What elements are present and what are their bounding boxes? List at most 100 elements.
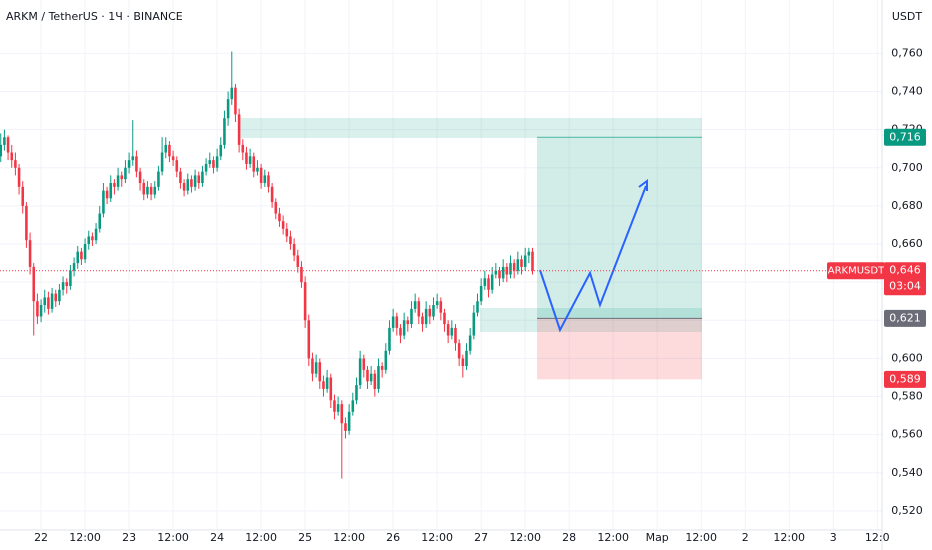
candle-body <box>58 289 61 302</box>
candle-body <box>94 228 98 241</box>
y-tick-label: 0,680 <box>891 199 923 212</box>
candle-body <box>270 186 274 203</box>
candle-body <box>135 156 138 172</box>
candle-body <box>120 175 124 180</box>
candle-body <box>424 308 428 325</box>
candle-body <box>494 270 498 275</box>
candle-body <box>256 167 259 172</box>
candle-body <box>80 251 83 260</box>
candle-body <box>498 270 501 279</box>
candle-body <box>344 423 347 431</box>
candle-body <box>3 137 6 145</box>
candle-body <box>131 156 135 161</box>
candle-body <box>454 327 457 344</box>
candle-body <box>373 373 377 389</box>
candle-body <box>443 312 446 325</box>
stop-badge <box>884 370 926 388</box>
demand-zone <box>480 308 702 332</box>
candle-body <box>245 152 248 164</box>
candle-body <box>138 171 142 184</box>
candle-body <box>432 305 435 317</box>
x-tick-label: 12:0 <box>865 531 890 544</box>
x-tick-label: 27 <box>474 531 488 544</box>
last-price-badge <box>884 262 926 296</box>
target-label: 0,716 <box>889 130 921 143</box>
forecast-path <box>539 185 647 333</box>
candle-body <box>391 316 395 328</box>
candle-body <box>527 251 531 256</box>
candle-body <box>329 377 333 401</box>
candle-body <box>347 411 351 431</box>
candle-body <box>116 175 120 187</box>
x-tick-label: 12:00 <box>773 531 805 544</box>
x-tick-label: 12:00 <box>597 531 629 544</box>
candle-body <box>124 167 127 180</box>
x-tick-label: 12:00 <box>245 531 277 544</box>
candle-body <box>450 327 454 336</box>
x-tick-label: 22 <box>34 531 48 544</box>
candle-body <box>142 183 146 195</box>
candle-body <box>201 171 204 184</box>
candle-body <box>98 213 102 229</box>
x-tick-label: 3 <box>830 531 837 544</box>
candle-body <box>380 366 384 370</box>
candle-body <box>278 213 281 222</box>
x-tick-label: 12:00 <box>157 531 189 544</box>
candle-body <box>160 152 164 172</box>
candle-body <box>428 308 432 317</box>
candle-body <box>102 190 105 214</box>
candle-body <box>410 308 413 325</box>
candle-body <box>175 160 179 172</box>
axes: 0,5200,5400,5600,5800,6000,6200,6400,660… <box>0 46 926 544</box>
candle-body <box>520 259 523 267</box>
candle-body <box>43 297 47 306</box>
candle-body <box>182 183 186 191</box>
candle-body <box>505 266 509 275</box>
candle-body <box>355 385 358 401</box>
y-tick-label: 0,520 <box>891 504 923 517</box>
candle-body <box>479 285 483 302</box>
candle-body <box>435 301 439 306</box>
candle-body <box>377 366 380 389</box>
candle-body <box>483 278 487 286</box>
x-tick-label: 12:00 <box>685 531 717 544</box>
candle-body <box>252 156 256 172</box>
candle-body <box>109 183 113 199</box>
candle-body <box>300 266 303 283</box>
candle-body <box>358 358 362 386</box>
candle-body <box>399 327 402 336</box>
position-tool <box>537 136 702 380</box>
candle-body <box>263 175 267 184</box>
candle-body <box>468 335 472 351</box>
candle-body <box>384 350 388 370</box>
candle-body <box>54 293 58 302</box>
candle-body <box>39 305 43 317</box>
candle-body <box>61 282 65 290</box>
candle-body <box>402 320 406 336</box>
candle-body <box>366 369 369 382</box>
y-tick-label: 0,660 <box>891 237 923 250</box>
candle-body <box>336 404 340 412</box>
candle-body <box>87 236 91 245</box>
candle-body <box>47 297 50 309</box>
candle-body <box>91 236 94 241</box>
candle-body <box>509 263 512 275</box>
candle-body <box>204 163 208 172</box>
x-tick-label: 28 <box>562 531 576 544</box>
y-tick-label: 0,600 <box>891 351 923 364</box>
x-tick-label: 12:00 <box>333 531 365 544</box>
x-tick-label: 12:00 <box>509 531 541 544</box>
candle-body <box>413 301 417 309</box>
entry-badge <box>884 309 926 327</box>
candle-body <box>190 179 193 187</box>
candle-body <box>314 362 318 374</box>
entry-label: 0,621 <box>889 311 921 324</box>
candle-body <box>325 377 329 389</box>
candle-body <box>446 324 450 336</box>
candle-body <box>289 236 292 245</box>
y-tick-label: 0,760 <box>891 46 923 59</box>
candle-body <box>14 160 17 168</box>
candle-body <box>285 228 289 237</box>
